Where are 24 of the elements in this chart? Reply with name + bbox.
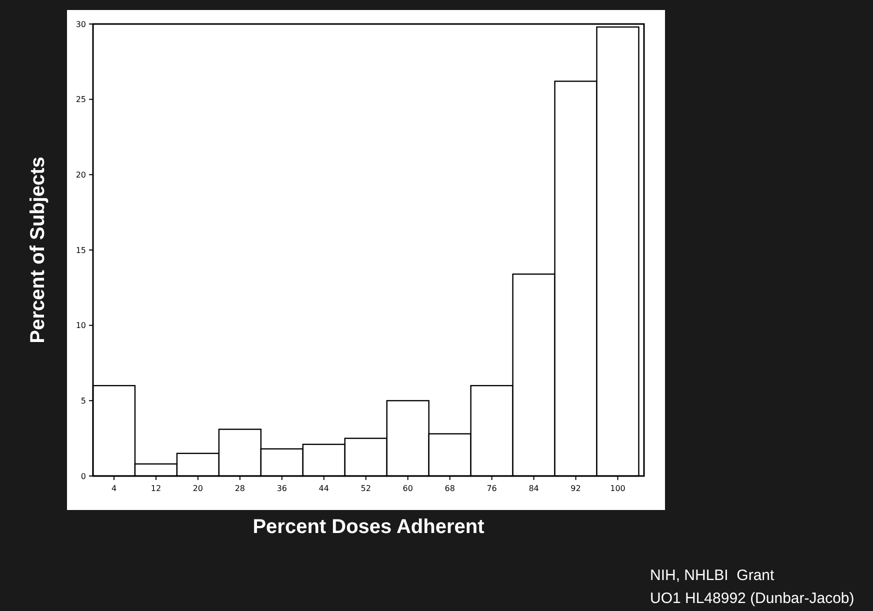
y-tick-label: 15	[76, 246, 86, 255]
x-tick-label: 100	[610, 484, 626, 493]
y-tick-label: 20	[76, 170, 86, 180]
y-tick-label: 30	[76, 20, 86, 29]
x-tick-label: 20	[192, 484, 204, 493]
y-tick-label: 10	[76, 321, 86, 330]
y-axis-title: Percent of Subjects	[27, 156, 49, 344]
text: UO1 HL48992 (Dunbar-Jacob)	[650, 590, 854, 607]
x-tick-label: 4	[111, 484, 117, 493]
x-tick-label: 68	[444, 484, 455, 493]
x-tick-label: 44	[318, 484, 329, 493]
y-tick-label: 5	[80, 396, 86, 406]
x-tick-label: 12	[150, 484, 162, 493]
x-axis-title: Percent Doses Adherent	[252, 516, 485, 538]
x-tick-label: 84	[528, 484, 539, 493]
x-tick-label: 60	[402, 484, 413, 493]
y-tick-label: 25	[76, 95, 86, 104]
text: NIH, NHLBI Grant	[650, 567, 776, 584]
x-tick-label: 36	[276, 484, 288, 493]
x-tick-label: 76	[486, 484, 497, 493]
y-tick-label: 0	[80, 472, 86, 481]
x-tick-label: 28	[234, 484, 246, 493]
x-tick-label: 52	[360, 484, 371, 493]
x-tick-label: 92	[570, 484, 581, 493]
